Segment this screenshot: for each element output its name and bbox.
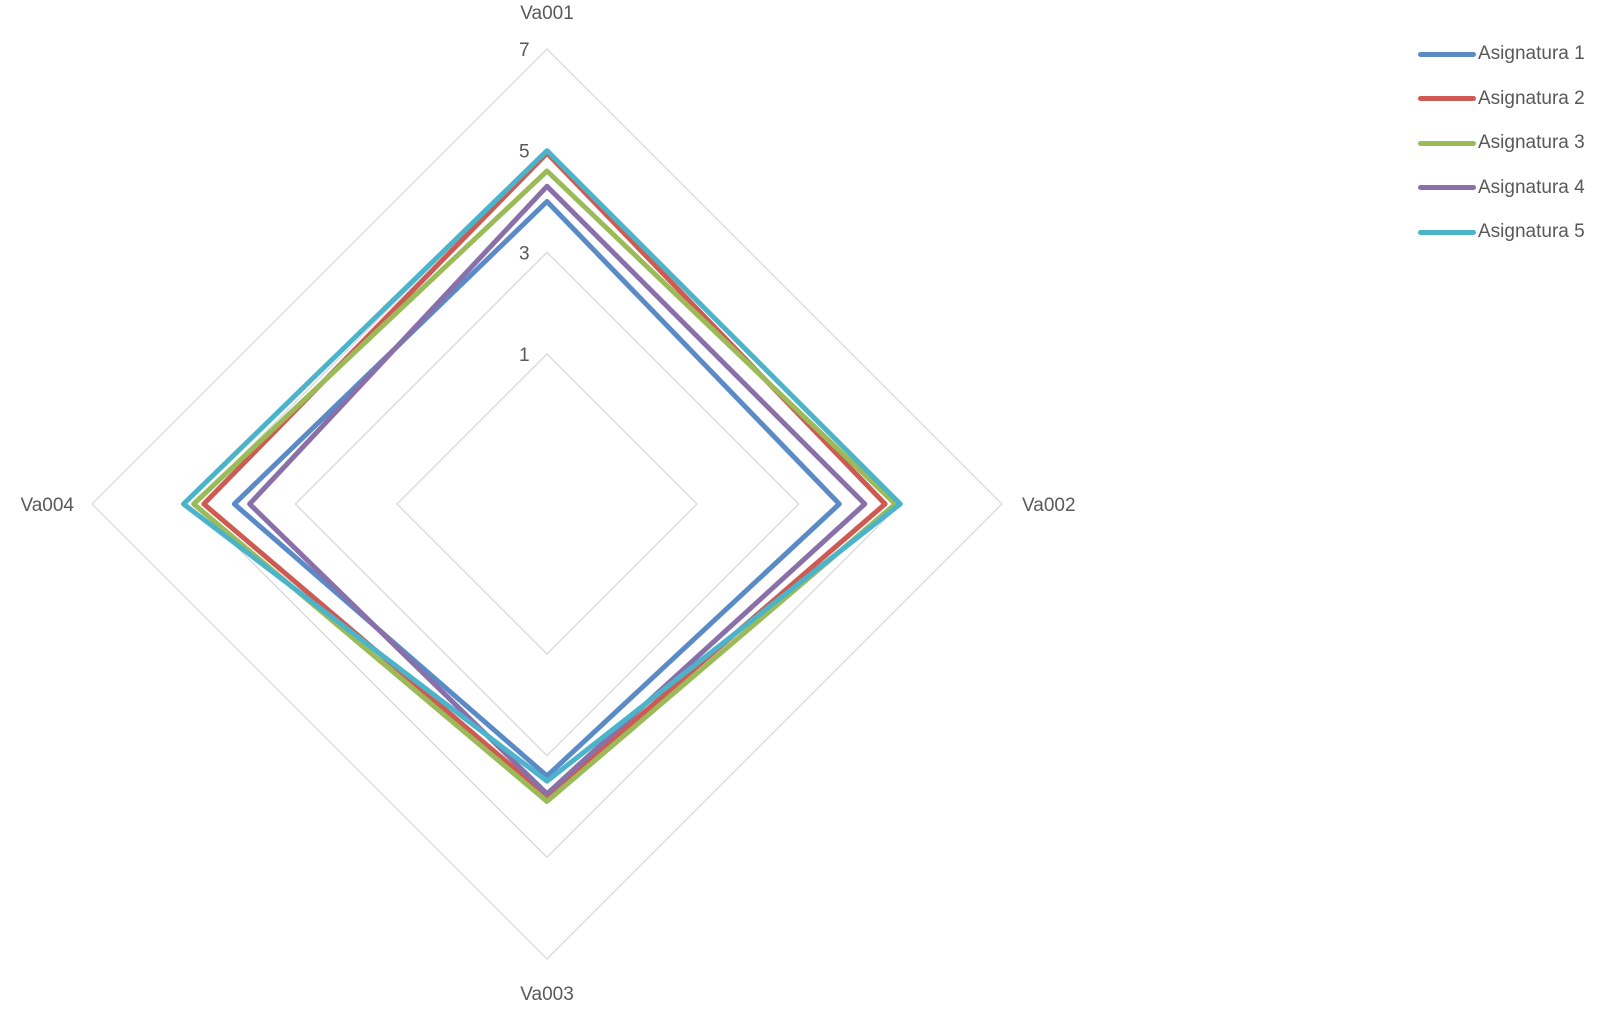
series-layer bbox=[181, 148, 903, 804]
grid-ring-5 bbox=[192, 149, 902, 859]
legend-swatch bbox=[1418, 229, 1476, 235]
legend-item-3: Asignatura 3 bbox=[1418, 121, 1608, 166]
series-line-1 bbox=[231, 199, 842, 779]
legend-label: Asignatura 1 bbox=[1478, 43, 1585, 65]
legend-swatch bbox=[1418, 96, 1476, 102]
axis-label-va004: Va004 bbox=[20, 495, 74, 516]
legend-label: Asignatura 3 bbox=[1478, 132, 1585, 154]
series-line-5 bbox=[181, 148, 903, 784]
legend-swatch bbox=[1418, 140, 1476, 146]
tick-label: 1 bbox=[519, 345, 530, 366]
tick-label: 7 bbox=[519, 40, 530, 61]
legend: Asignatura 1 Asignatura 2 Asignatura 3 Asig… bbox=[1418, 32, 1608, 255]
grid-ring-3 bbox=[294, 251, 800, 757]
legend-item-2: Asignatura 2 bbox=[1418, 77, 1608, 122]
series-line-2 bbox=[201, 150, 888, 799]
tick-label: 5 bbox=[519, 142, 530, 163]
grid-ring-7 bbox=[91, 48, 1003, 960]
legend-swatch bbox=[1418, 51, 1476, 57]
series-line-3 bbox=[191, 168, 898, 804]
label-layer: 1 3 5 7 Va001 Va002 Va003 Va004 bbox=[20, 3, 1075, 1005]
axis-label-va001: Va001 bbox=[520, 3, 574, 24]
legend-label: Asignatura 2 bbox=[1478, 87, 1585, 109]
legend-label: Asignatura 4 bbox=[1478, 176, 1585, 198]
legend-item-4: Asignatura 4 bbox=[1418, 166, 1608, 211]
legend-item-5: Asignatura 5 bbox=[1418, 210, 1608, 255]
legend-item-1: Asignatura 1 bbox=[1418, 32, 1608, 77]
legend-swatch bbox=[1418, 185, 1476, 191]
grid-ring-1 bbox=[396, 353, 698, 655]
axis-label-va003: Va003 bbox=[520, 984, 574, 1005]
series-line-4 bbox=[247, 183, 868, 797]
tick-label: 3 bbox=[519, 243, 530, 264]
legend-label: Asignatura 5 bbox=[1478, 221, 1585, 243]
axis-label-va002: Va002 bbox=[1022, 495, 1076, 516]
